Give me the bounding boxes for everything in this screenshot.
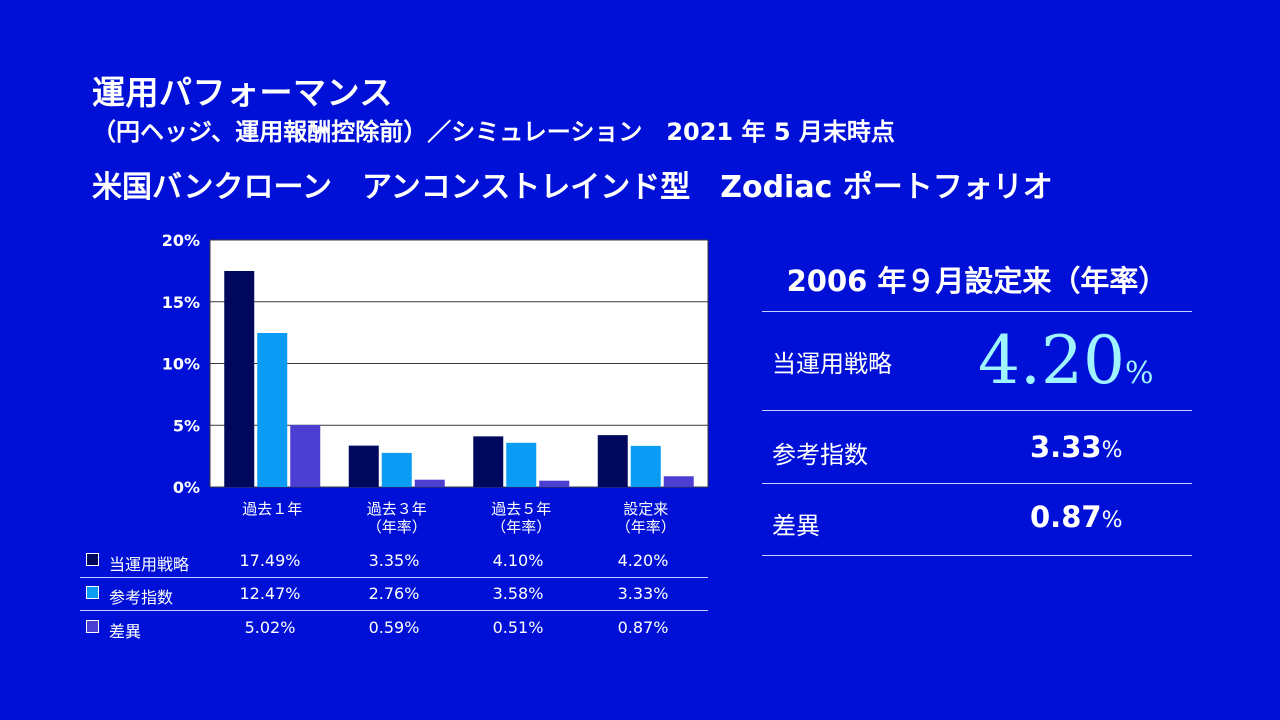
bar: [663, 476, 694, 487]
percent-sign: %: [1101, 508, 1123, 533]
benchmark-label: 参考指数: [772, 441, 868, 469]
bar: [257, 332, 288, 487]
bar: [414, 479, 445, 487]
table-cell: 0.51%: [492, 618, 544, 637]
strategy-label: 当運用戦略: [772, 350, 892, 378]
table-cell: 4.20%: [617, 551, 669, 570]
table-cell: 5.02%: [244, 618, 296, 637]
y-tick-label: 5%: [173, 416, 200, 435]
y-tick-label: 0%: [173, 478, 200, 497]
bar: [224, 270, 255, 487]
table-cell: 3.58%: [492, 584, 544, 603]
difference-value-number: 0.87: [1030, 500, 1102, 534]
table-row-label: 差異: [109, 622, 142, 641]
bar: [630, 445, 661, 487]
strategy-value: 4.20%: [978, 322, 1153, 399]
percent-sign: %: [1124, 356, 1154, 391]
benchmark-value-number: 3.33: [1030, 430, 1102, 464]
page-subtitle: （円ヘッジ、運用報酬控除前）／シミュレーション 2021 年 5 月末時点: [92, 118, 895, 146]
bar: [290, 425, 321, 487]
fund-name: 米国バンクローン アンコンストレインド型 Zodiac ポートフォリオ: [92, 170, 1053, 205]
x-tick-label: 設定来（年率）: [616, 500, 676, 536]
table-cell: 0.59%: [368, 618, 420, 637]
table-cell: 2.76%: [368, 584, 420, 603]
panel-divider: [762, 410, 1192, 411]
page-title: 運用パフォーマンス: [92, 73, 393, 112]
bar: [473, 436, 504, 487]
legend-swatch-benchmark: [86, 586, 99, 599]
panel-divider: [762, 483, 1192, 484]
bar: [597, 435, 628, 487]
table-row-strategy: 当運用戦略 17.49% 3.35% 4.10% 4.20%: [80, 544, 708, 578]
table-cell: 17.49%: [239, 551, 301, 570]
bar: [348, 445, 379, 487]
table-row-benchmark: 参考指数 12.47% 2.76% 3.58% 3.33%: [80, 577, 708, 611]
table-cell: 0.87%: [617, 618, 669, 637]
table-cell: 4.10%: [492, 551, 544, 570]
bar: [539, 480, 570, 487]
legend-swatch-difference: [86, 620, 99, 633]
y-tick-label: 15%: [162, 293, 200, 312]
table-row-label: 当運用戦略: [109, 555, 190, 574]
panel-title: 2006 年９月設定来（年率）: [786, 264, 1168, 298]
difference-label: 差異: [772, 512, 820, 540]
table-row-label: 参考指数: [109, 588, 174, 607]
y-tick-label: 10%: [162, 355, 200, 374]
table-cell: 3.33%: [617, 584, 669, 603]
y-tick-label: 20%: [162, 231, 200, 250]
x-tick-label: 過去５年（年率）: [491, 500, 551, 536]
x-tick-label: 過去１年: [242, 500, 302, 518]
legend-swatch-strategy: [86, 553, 99, 566]
strategy-value-number: 4.20: [978, 322, 1125, 399]
benchmark-value: 3.33%: [1030, 430, 1122, 464]
panel-divider: [762, 555, 1192, 556]
table-cell: 12.47%: [239, 584, 301, 603]
x-tick-label: 過去３年（年率）: [367, 500, 427, 536]
bar: [381, 452, 412, 487]
table-row-difference: 差異 5.02% 0.59% 0.51% 0.87%: [80, 611, 708, 644]
panel-divider: [762, 311, 1192, 312]
bar-chart: 0% 5% 10% 15% 20% 過去１年 過去３年（年率） 過去５年（年率） 設定来（年率）: [162, 231, 709, 536]
table-cell: 3.35%: [368, 551, 420, 570]
percent-sign: %: [1101, 438, 1123, 463]
bar: [506, 442, 537, 487]
difference-value: 0.87%: [1030, 500, 1122, 534]
